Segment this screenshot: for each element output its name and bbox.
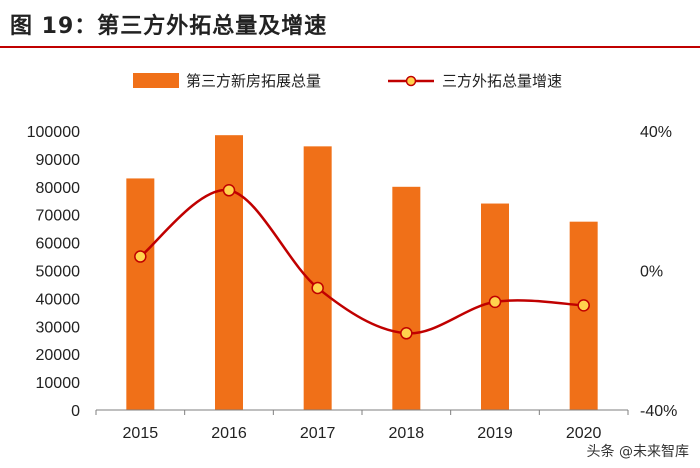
- x-tick-label: 2020: [566, 425, 602, 442]
- growth-point: [311, 281, 324, 295]
- y2-tick-label: -40%: [640, 403, 677, 420]
- y2-tick-label: 40%: [640, 124, 672, 141]
- y-tick-label: 20000: [36, 347, 81, 364]
- legend-bar-label: 第三方新房拓展总量: [186, 72, 321, 90]
- y-tick-label: 90000: [36, 152, 81, 169]
- growth-point: [222, 184, 236, 197]
- title-divider: [0, 46, 700, 48]
- y-tick-label: 60000: [36, 236, 81, 253]
- y-tick-label: 40000: [36, 291, 81, 308]
- y-tick-label: 80000: [36, 180, 81, 197]
- x-tick-label: 2015: [123, 425, 159, 442]
- bar: [126, 178, 155, 410]
- y-tick-label: 0: [71, 403, 80, 420]
- y-tick-label: 70000: [36, 208, 81, 225]
- figure-title: 图 19：第三方外拓总量及增速: [10, 14, 328, 39]
- legend-bar-swatch: [133, 73, 179, 88]
- growth-point: [488, 295, 502, 309]
- growth-point: [577, 299, 590, 312]
- y-tick-label: 10000: [36, 375, 81, 392]
- bar: [215, 135, 243, 410]
- x-tick-label: 2016: [211, 425, 247, 442]
- x-tick-label: 2018: [389, 425, 425, 442]
- legend-line-label: 三方外拓总量增速: [442, 73, 562, 90]
- growth-point: [134, 250, 147, 263]
- watermark: 头条 @未来智库: [583, 440, 692, 462]
- x-tick-label: 2019: [477, 425, 513, 442]
- legend-line-marker: [405, 75, 417, 87]
- y-tick-label: 30000: [36, 319, 81, 336]
- bar: [392, 186, 421, 410]
- growth-line: [139, 189, 584, 335]
- y-tick-label: 50000: [36, 264, 81, 281]
- y-tick-label: 100000: [27, 124, 80, 141]
- bar: [569, 221, 598, 410]
- y2-tick-label: 0%: [640, 264, 663, 281]
- x-tick-label: 2017: [300, 425, 336, 442]
- growth-point: [400, 327, 413, 340]
